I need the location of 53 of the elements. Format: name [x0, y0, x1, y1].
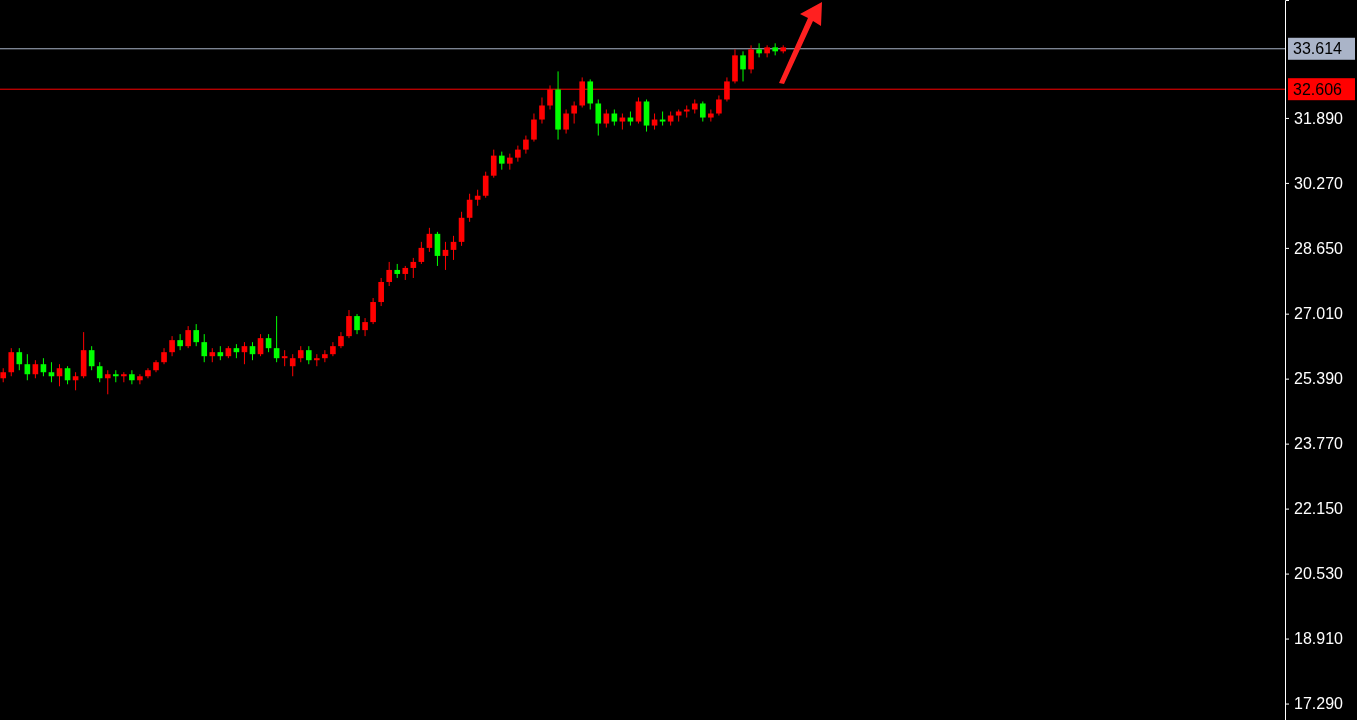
candlestick: [289, 353, 296, 377]
candlestick: [683, 104, 690, 119]
candlestick: [346, 309, 352, 339]
candlestick: [201, 333, 208, 363]
candlestick: [96, 361, 103, 383]
y-tick-label: 23.770: [1294, 435, 1344, 453]
candlestick: [129, 369, 135, 385]
candlestick: [716, 94, 722, 117]
candlestick: [571, 100, 577, 125]
candlestick: [539, 96, 545, 125]
candlestick: [515, 145, 521, 163]
candlestick: [635, 96, 642, 125]
candlestick: [523, 135, 529, 155]
candlestick: [378, 277, 384, 307]
candlestick: [193, 323, 200, 347]
y-tick-label: 27.010: [1294, 305, 1344, 323]
ref-line-label: 33.614: [1293, 40, 1343, 58]
candlestick: [8, 347, 15, 377]
y-tick-label: 31.890: [1294, 109, 1344, 127]
y-tick-label: 18.910: [1294, 630, 1344, 648]
y-tick-label: 17.290: [1294, 695, 1344, 713]
candlestick: [764, 44, 770, 58]
candlestick: [740, 50, 746, 82]
candlestick: [104, 369, 111, 395]
candlestick: [490, 149, 497, 179]
candlestick: [169, 335, 175, 357]
candlestick: [563, 109, 569, 135]
candlestick: [603, 109, 610, 129]
y-tick-label: 25.390: [1294, 370, 1344, 388]
candlestick: [16, 347, 23, 371]
candlestick: [322, 349, 328, 363]
y-tick-label: 28.650: [1294, 239, 1344, 257]
ref-line-label: 32.606: [1293, 80, 1343, 98]
candlestick: [370, 297, 376, 325]
candlestick: [756, 42, 762, 58]
candlestick: [354, 313, 360, 335]
candlestick: [305, 345, 312, 365]
candlestick: [386, 261, 393, 287]
candlestick: [177, 333, 183, 351]
candlestick: [482, 171, 489, 199]
candlestick: [185, 325, 191, 349]
candlestick: [587, 78, 594, 110]
candlestick: [531, 113, 537, 143]
candlestick: [708, 109, 714, 123]
candlestick: [362, 317, 368, 337]
candlestick: [748, 44, 754, 74]
y-tick-label: 20.530: [1294, 565, 1344, 583]
candlestick: [137, 373, 143, 385]
candlestick: [498, 151, 505, 171]
y-tick-label: 30.270: [1294, 174, 1344, 192]
candlestick: [595, 98, 602, 137]
candlestick: [700, 100, 706, 123]
y-tick-label: 22.150: [1294, 500, 1344, 518]
